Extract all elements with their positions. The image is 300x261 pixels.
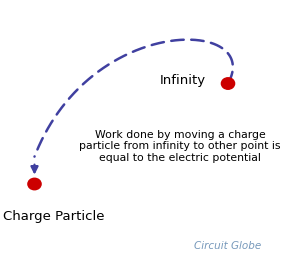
Text: Work done by moving a charge
particle from infinity to other point is
equal to t: Work done by moving a charge particle fr…	[79, 129, 281, 163]
Text: Charge Particle: Charge Particle	[3, 210, 104, 223]
Circle shape	[221, 78, 235, 89]
Circle shape	[28, 178, 41, 190]
Text: Infinity: Infinity	[159, 74, 206, 87]
Text: Circuit Globe: Circuit Globe	[194, 241, 262, 251]
